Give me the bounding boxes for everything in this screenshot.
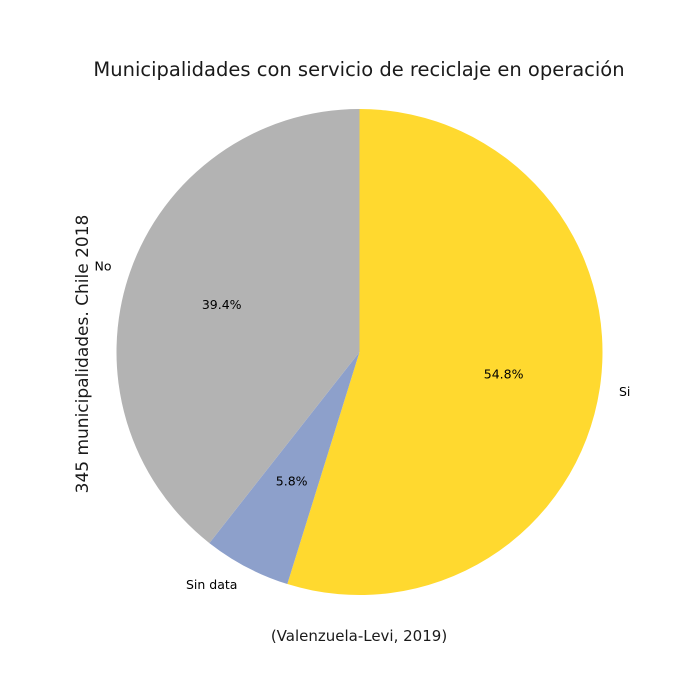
pie-slice-si — [287, 109, 603, 596]
slice-label-sin-data: Sin data — [186, 577, 237, 592]
chart-title: Municipalidades con servicio de reciclaj… — [93, 58, 624, 81]
chart-caption: (Valenzuela-Levi, 2019) — [271, 627, 447, 645]
percent-label-si: 54.8% — [484, 366, 524, 381]
pie-slices — [116, 109, 603, 596]
slice-label-no: No — [94, 259, 111, 274]
y-axis-label: 345 municipalidades. Chile 2018 — [73, 215, 93, 494]
pie-labels: 54.8% Si 5.8% Sin data 39.4% No — [94, 259, 630, 592]
pie-slice-sin-data — [209, 352, 360, 585]
percent-label-no: 39.4% — [202, 297, 242, 312]
pie-slice-no — [116, 109, 360, 544]
slice-label-si: Si — [619, 384, 630, 399]
percent-label-sin-data: 5.8% — [276, 474, 308, 489]
